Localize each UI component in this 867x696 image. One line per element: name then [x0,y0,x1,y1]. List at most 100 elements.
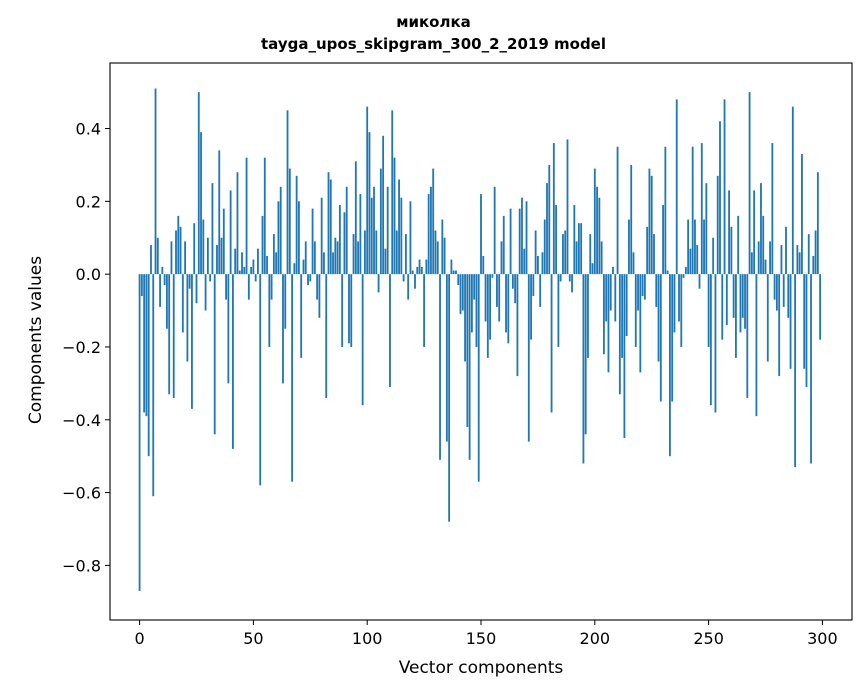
bar [609,274,612,311]
bar [209,274,212,282]
bar [775,274,778,311]
bar [514,274,517,304]
bar [812,255,815,275]
bar [657,274,660,362]
bar [559,274,562,282]
bar [557,274,560,347]
bar [241,252,243,275]
bar [384,248,387,275]
bar [634,274,637,347]
bar [379,168,382,275]
x-tick-label: 0 [134,629,144,648]
y-tick-label: −0.8 [62,556,101,575]
bar [161,266,164,275]
bar [805,274,808,388]
bar [798,252,801,275]
bar [666,270,669,275]
bar [277,201,280,275]
bar [245,157,248,275]
bar [709,274,712,406]
bar [530,274,532,340]
bar [445,274,448,442]
bar [373,186,375,275]
bar [819,274,822,340]
x-tick-label: 200 [580,629,611,648]
bar [202,219,205,275]
bar [689,248,692,275]
bar [757,241,760,275]
bar [329,179,332,275]
bar [213,274,216,435]
bar [154,88,157,275]
bar [452,270,455,275]
bar [564,230,567,275]
bar [464,274,466,362]
bar [311,208,314,275]
bar [766,274,769,362]
bar [550,274,553,413]
bar [409,201,412,275]
bar [357,241,359,275]
bar [252,259,255,275]
bar [220,237,223,275]
bar [370,197,373,275]
bar [304,241,307,275]
bar [591,263,594,275]
bar [364,230,366,275]
bar [359,194,362,275]
bar [350,274,353,347]
bar [391,110,394,275]
bar [632,252,635,275]
bar [577,223,580,275]
bar [448,274,451,522]
bar [771,143,774,275]
bar [721,274,724,340]
bar [302,259,305,275]
bar [334,237,337,275]
x-axis-label: Vector components [398,658,564,678]
bar [669,274,671,457]
bar [407,274,410,300]
bar [712,237,715,275]
bar [323,252,325,275]
bar [630,164,633,275]
bar [803,274,806,369]
bar [434,230,437,275]
bar [598,197,601,275]
bar [789,274,792,369]
bar [200,132,202,275]
bar [730,226,733,275]
bar [184,241,187,275]
bar [525,201,528,275]
bar [307,274,309,286]
bar [181,274,184,333]
bar [480,194,482,275]
bar [204,274,207,311]
bar [354,161,357,275]
bar [247,274,250,300]
bar [546,183,548,275]
bar [236,172,239,275]
bar [266,255,268,275]
bar [521,197,523,275]
bar [703,219,705,275]
bar [272,234,275,275]
bar [284,274,287,329]
bar [402,274,405,282]
bar [511,274,514,289]
bar [470,274,473,333]
bar [150,245,152,275]
bar [643,274,646,300]
bar [539,274,542,307]
bar [400,197,403,275]
bar [543,219,546,275]
bar [179,226,182,275]
bar [259,274,262,486]
bar [523,248,526,275]
bar [778,274,781,377]
bar [603,274,605,355]
bar [432,168,435,275]
x-tick-label: 100 [352,629,383,648]
bar [222,208,225,275]
bar [484,274,487,322]
